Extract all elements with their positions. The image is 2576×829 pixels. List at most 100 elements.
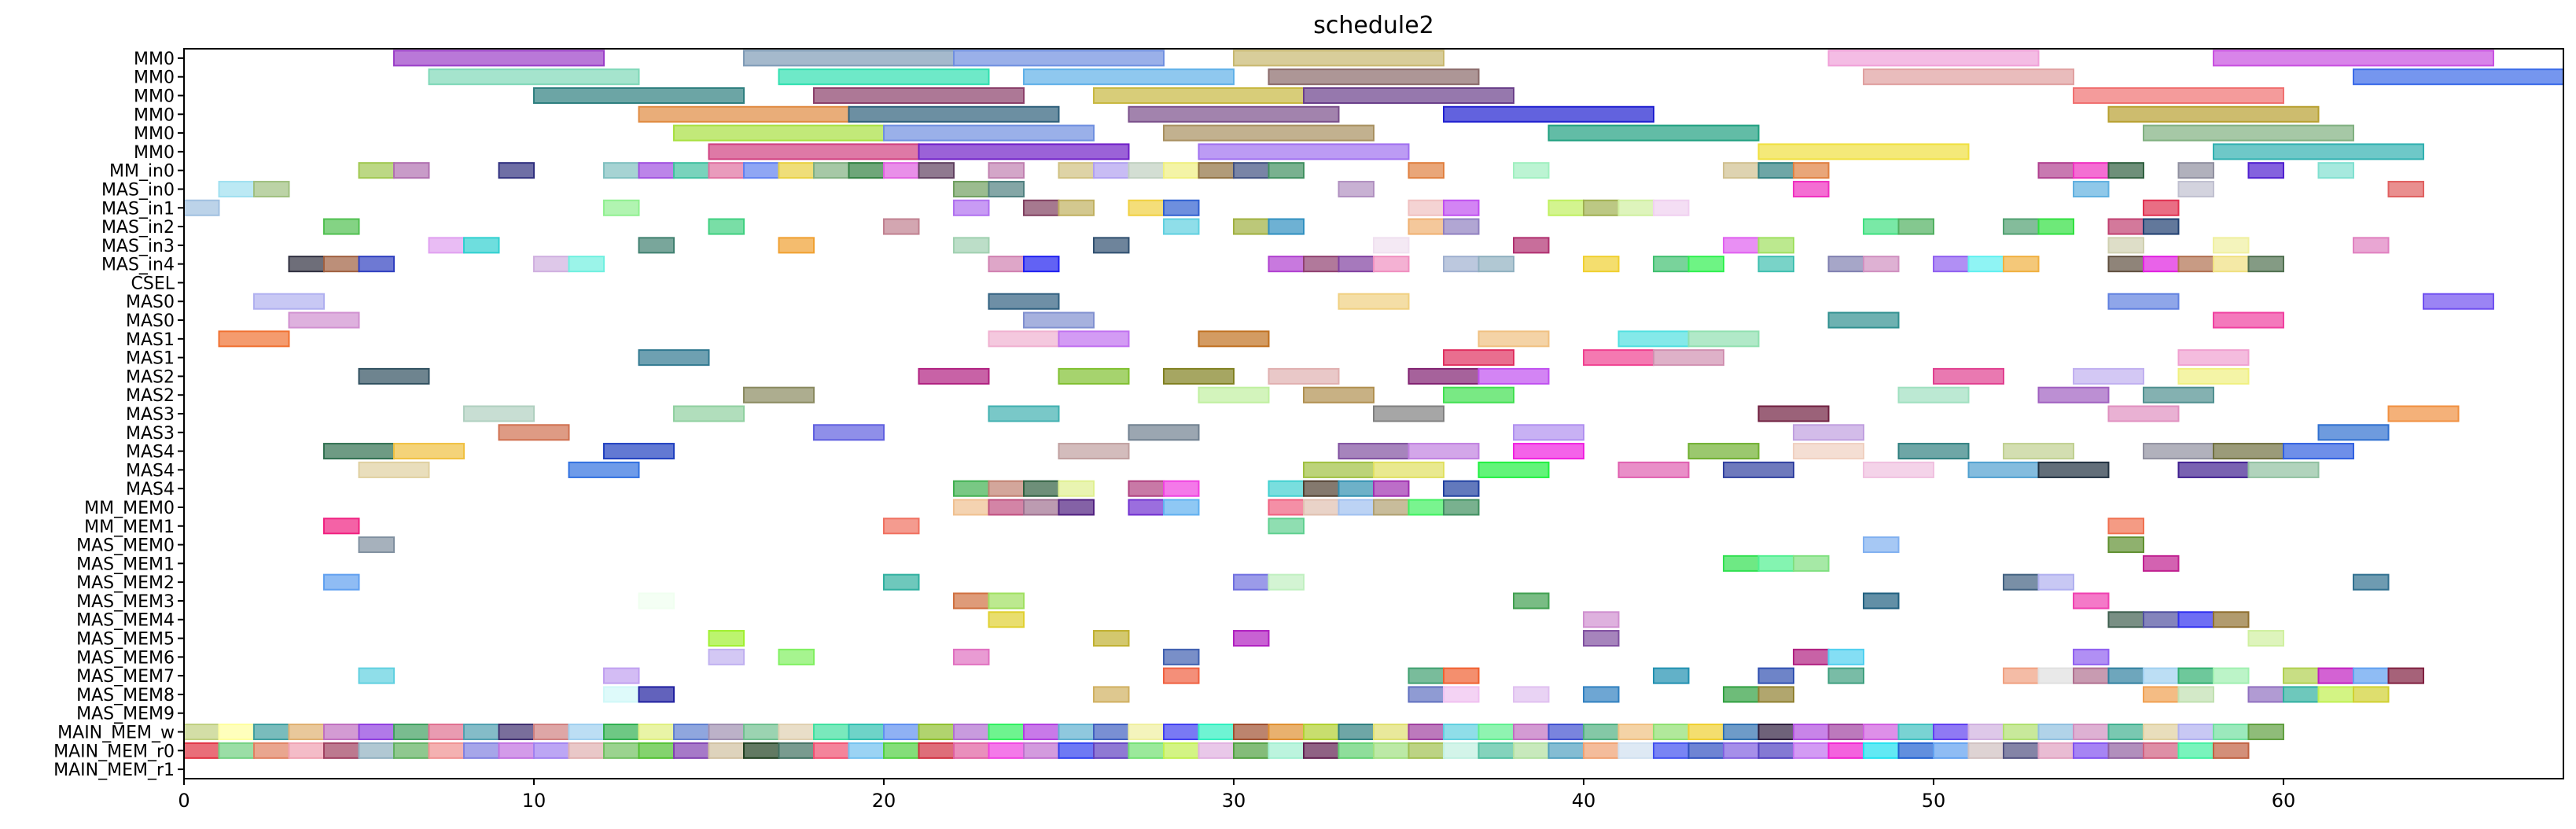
task-bar <box>708 723 745 741</box>
task-bar <box>2003 573 2040 591</box>
task-bar <box>2107 611 2144 628</box>
task-bar <box>2317 424 2390 441</box>
task-bar <box>2037 386 2110 403</box>
task-bar <box>1443 723 1480 741</box>
task-bar <box>1023 256 1060 273</box>
task-bar <box>2247 723 2284 741</box>
task-bar <box>358 667 395 684</box>
task-bar <box>918 143 1130 160</box>
task-bar <box>2177 611 2214 628</box>
y-tick-label-mas-mem3: MAS_MEM3 <box>76 592 175 612</box>
task-bar <box>2073 648 2110 665</box>
task-bar <box>1268 723 1305 741</box>
task-bar <box>358 536 395 554</box>
axes-frame <box>183 48 2564 779</box>
task-bar <box>883 742 920 759</box>
x-tick-label: 60 <box>2272 790 2296 812</box>
task-bar <box>1967 723 2004 741</box>
task-bar <box>603 686 640 703</box>
task-bar <box>1303 499 1340 516</box>
task-bar <box>1058 480 1095 497</box>
y-tick-label-mas1: MAS1 <box>126 349 175 369</box>
task-bar <box>2177 667 2214 684</box>
task-bar <box>1163 648 1200 665</box>
task-bar <box>1163 723 1200 741</box>
task-bar <box>1478 723 1514 741</box>
task-bar <box>1583 686 1620 703</box>
y-tick-label-mm-mem0: MM_MEM0 <box>84 499 175 518</box>
task-bar <box>1863 218 1900 235</box>
task-bar <box>1863 461 1934 478</box>
y-tick-label-mas-mem8: MAS_MEM8 <box>76 686 175 706</box>
task-bar <box>2003 723 2040 741</box>
task-bar <box>1058 199 1095 216</box>
task-bar <box>743 723 780 741</box>
task-bar <box>2387 180 2424 197</box>
task-bar <box>1303 461 1374 478</box>
task-bar <box>778 742 815 759</box>
task-bar <box>1547 742 1584 759</box>
x-tick-label: 0 <box>178 790 190 812</box>
task-bar <box>1198 330 1270 348</box>
task-bar <box>2073 742 2110 759</box>
task-bar <box>1268 518 1305 535</box>
task-bar <box>183 723 220 741</box>
task-bar <box>1757 143 1970 160</box>
task-bar <box>1408 686 1444 703</box>
y-tick-label-mm0: MM0 <box>134 143 175 163</box>
task-bar <box>1198 386 1270 403</box>
task-bar <box>1478 330 1550 348</box>
task-bar <box>1058 742 1095 759</box>
task-bar <box>533 87 745 105</box>
task-bar <box>988 480 1025 497</box>
task-bar <box>2177 256 2214 273</box>
task-bar <box>2073 87 2284 105</box>
task-bar <box>2107 218 2144 235</box>
task-bar <box>1268 573 1305 591</box>
task-bar <box>673 124 885 142</box>
task-bar <box>1373 405 1444 422</box>
y-tick-label-mm-mem1: MM_MEM1 <box>84 518 175 537</box>
task-bar <box>813 723 850 741</box>
task-bar <box>1373 461 1444 478</box>
task-bar <box>1233 50 1444 67</box>
task-bar <box>2143 686 2180 703</box>
task-bar <box>1058 330 1130 348</box>
task-bar <box>1793 742 1830 759</box>
task-bar <box>1443 742 1480 759</box>
task-bar <box>1827 723 1864 741</box>
task-bar <box>1303 386 1374 403</box>
task-bar <box>1023 723 1060 741</box>
y-axis-labels: MM0MM0MM0MM0MM0MM0MM_in0MAS_in0MAS_in1MA… <box>53 50 184 780</box>
task-bar <box>778 723 815 741</box>
task-bar <box>1757 723 1794 741</box>
y-tick-label-mas-in3: MAS_in3 <box>101 237 175 256</box>
task-bar <box>1513 742 1550 759</box>
task-bar <box>918 162 955 179</box>
task-bar <box>2107 293 2180 310</box>
task-bar <box>1967 256 2004 273</box>
task-bar <box>1268 68 1480 86</box>
task-bar <box>988 256 1025 273</box>
task-bar <box>1547 124 1760 142</box>
task-bar <box>1338 443 1410 460</box>
task-bar <box>1303 87 1514 105</box>
task-bar <box>2143 443 2214 460</box>
task-bar <box>743 162 780 179</box>
task-bar <box>323 256 360 273</box>
task-bar <box>1583 256 1620 273</box>
task-bar <box>1933 256 1970 273</box>
task-bar <box>988 293 1060 310</box>
task-bar <box>1933 723 1970 741</box>
task-bar <box>1653 723 1690 741</box>
task-bar <box>1617 461 1690 478</box>
task-bar <box>1198 723 1235 741</box>
task-bar <box>953 499 990 516</box>
task-bar <box>638 237 675 254</box>
task-bar <box>2037 723 2074 741</box>
task-bar <box>2107 105 2320 123</box>
task-bar <box>323 742 360 759</box>
task-bar <box>1023 311 1095 329</box>
task-bar <box>1827 667 1864 684</box>
task-bar <box>358 742 395 759</box>
